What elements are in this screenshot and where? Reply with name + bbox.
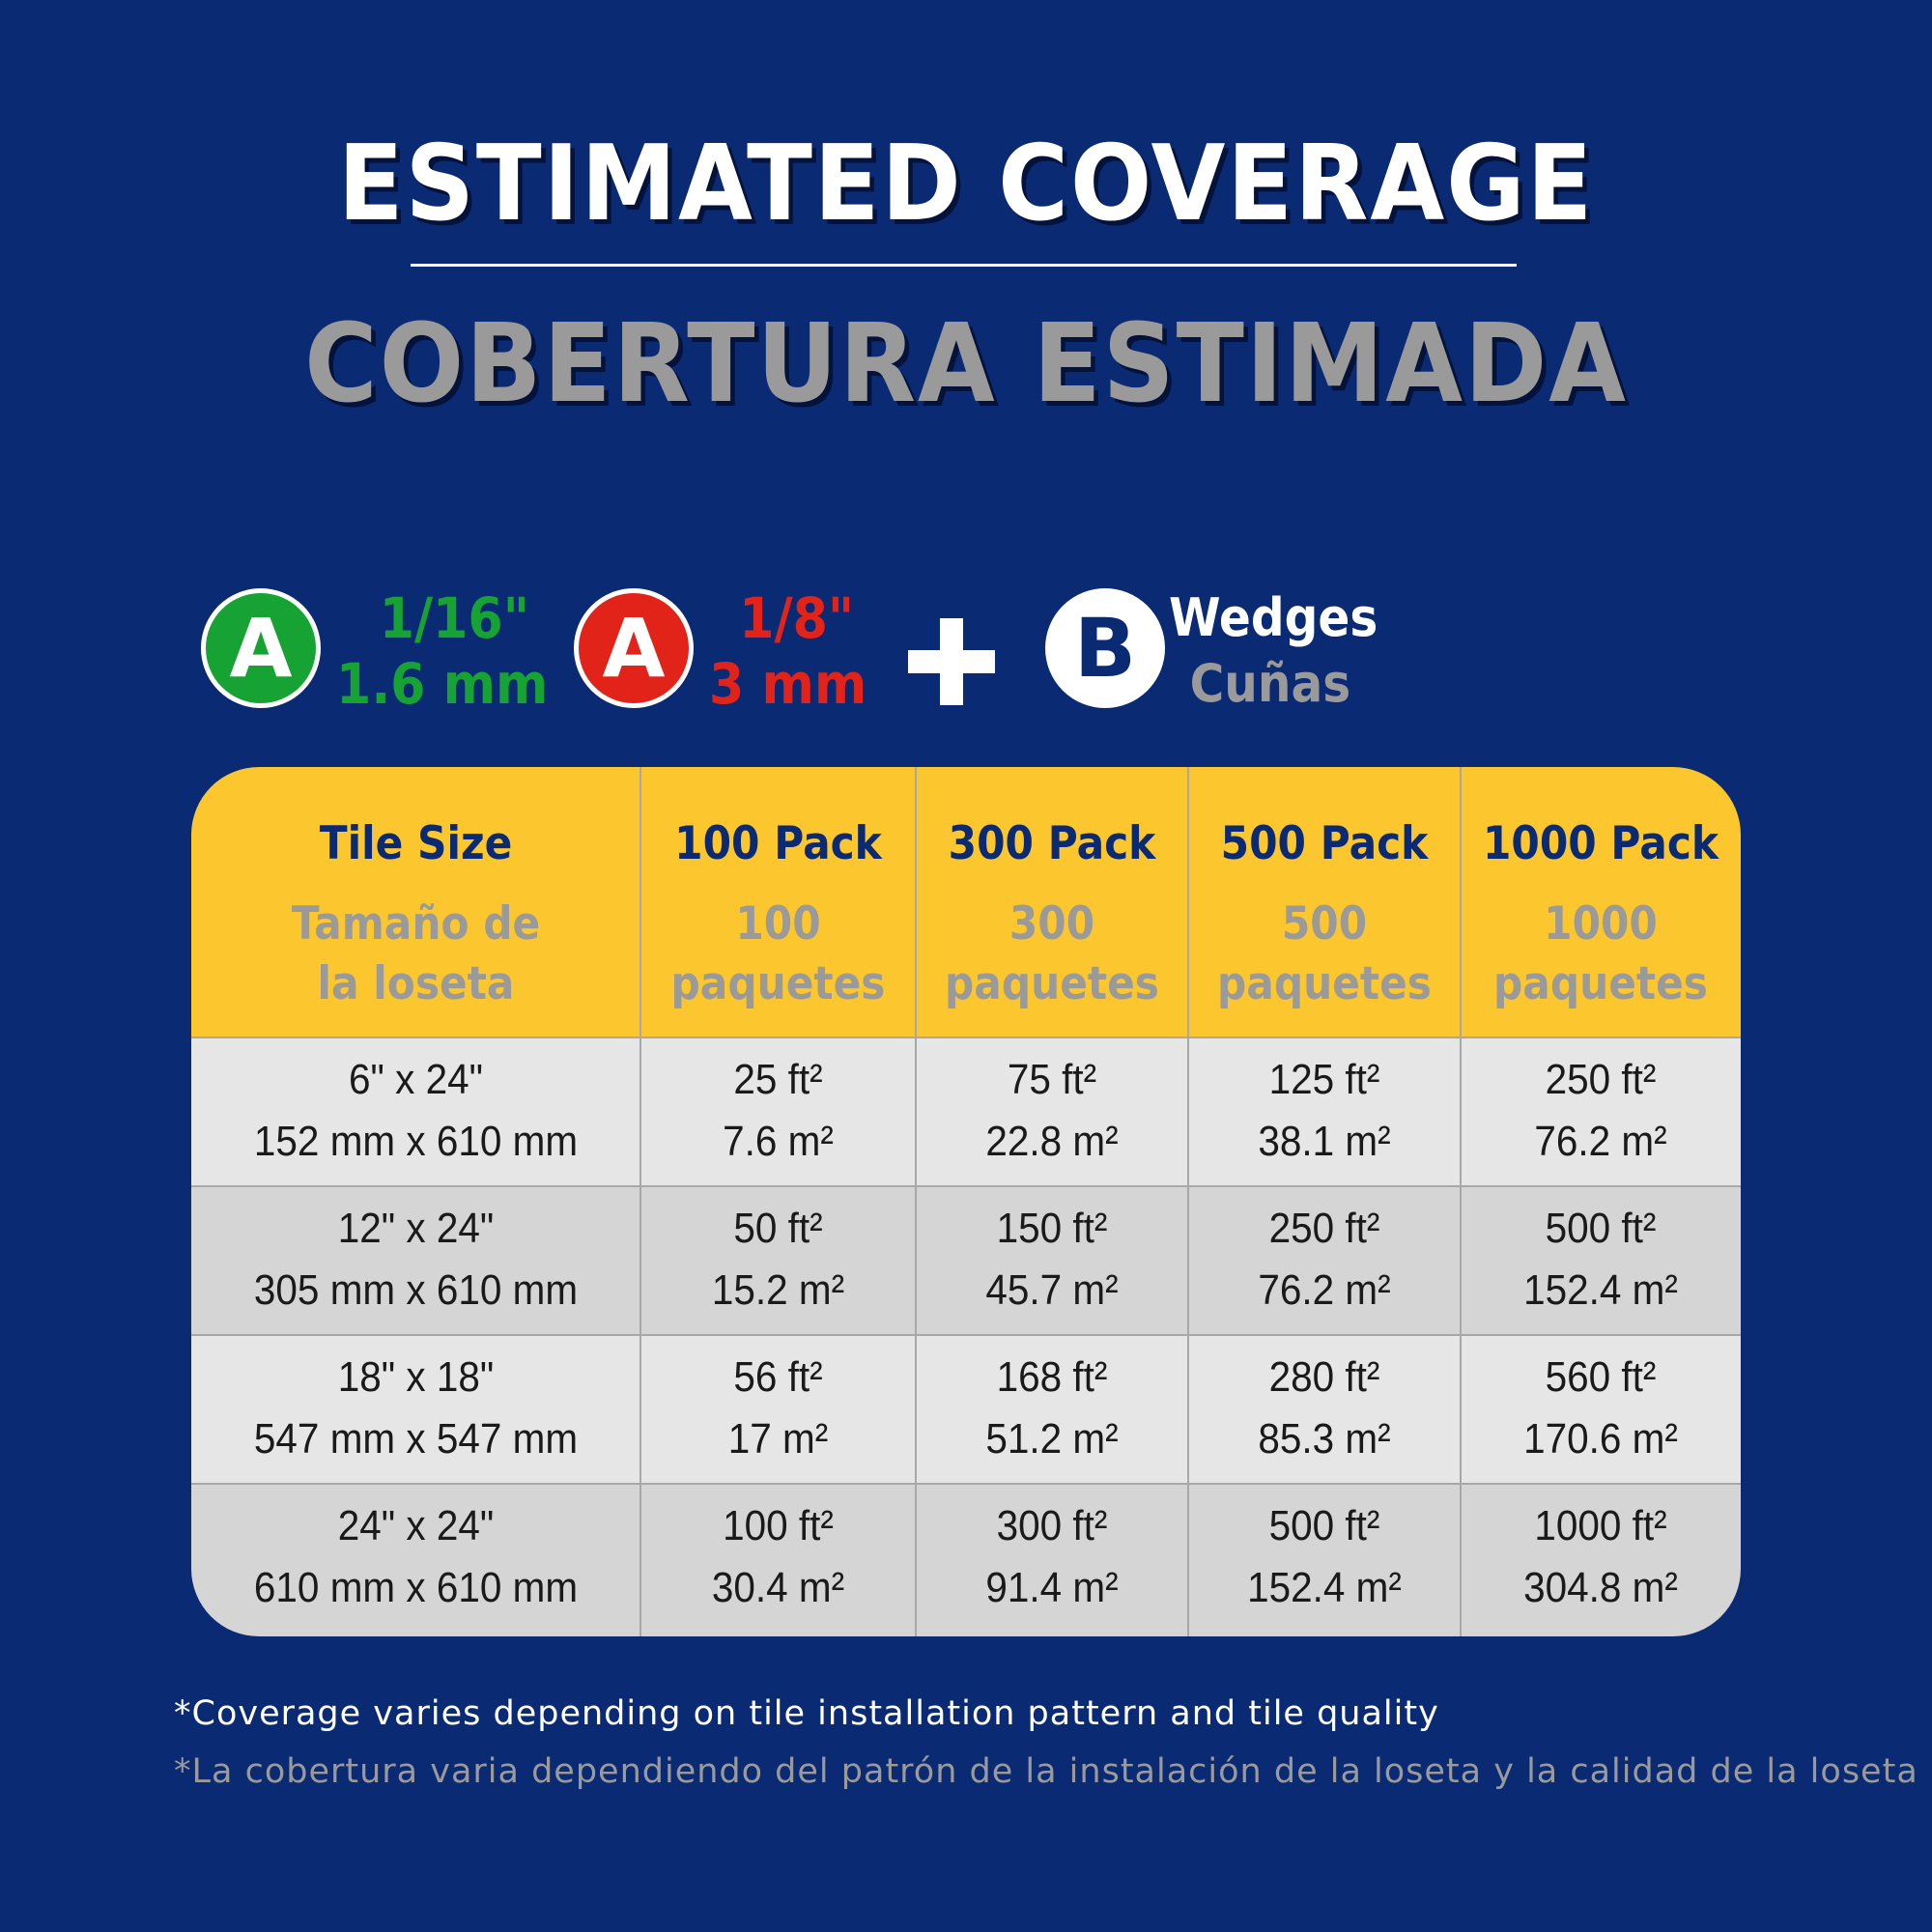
- row-divider: [191, 1185, 1741, 1187]
- wedges-label-english: Wedges: [1169, 587, 1378, 648]
- header-label-es: 100 paquetes: [670, 897, 886, 1010]
- header-label-es: 1000 paquetes: [1492, 897, 1708, 1010]
- table-cell: 56 ft² 17 m²: [727, 1353, 829, 1463]
- table-cell: 18" x 18" 547 mm x 547 mm: [253, 1353, 579, 1463]
- table-cell: 12" x 24" 305 mm x 610 mm: [253, 1205, 579, 1314]
- table-cell: 100 ft² 30.4 m²: [711, 1502, 845, 1611]
- spacer-a-green-badge: A: [201, 588, 321, 708]
- table-header-row: Tile Size Tamaño de la loseta 100 Pack 10…: [191, 767, 1741, 1037]
- header-label-en: 300 Pack: [948, 817, 1156, 870]
- table-cell: 125 ft² 38.1 m²: [1258, 1056, 1391, 1165]
- table-cell: 300 ft² 91.4 m²: [985, 1502, 1119, 1611]
- table-cell: 1000 ft² 304.8 m²: [1523, 1502, 1678, 1611]
- table-row: 12" x 24" 305 mm x 610 mm 50 ft² 15.2 m² 1…: [191, 1186, 1741, 1335]
- header-label-es: 500 paquetes: [1216, 897, 1432, 1010]
- header-label-en: 100 Pack: [674, 817, 882, 870]
- header-label-en: 500 Pack: [1220, 817, 1429, 870]
- spacer-large-inch: 1/8": [739, 585, 855, 651]
- table-cell: 560 ft² 170.6 m²: [1523, 1353, 1678, 1463]
- header-label-en: Tile Size: [319, 817, 513, 870]
- spacer-small-mm: 1.6 mm: [336, 651, 549, 717]
- column-divider: [915, 767, 917, 1636]
- title-spanish: COBERTURA ESTIMADA: [304, 301, 1628, 427]
- table-cell: 168 ft² 51.2 m²: [985, 1353, 1119, 1463]
- table-cell: 500 ft² 152.4 m²: [1523, 1205, 1678, 1314]
- header-300-pack: 300 Pack 300 paquetes: [916, 767, 1188, 1037]
- spacer-small-spec: 1/16" 1.6 mm: [336, 585, 548, 717]
- header-label-es: 300 paquetes: [944, 897, 1159, 1010]
- row-divider: [191, 1483, 1741, 1485]
- table-cell: 25 ft² 7.6 m²: [723, 1056, 834, 1165]
- wedges-b-badge: B: [1045, 588, 1165, 708]
- column-divider: [1460, 767, 1462, 1636]
- header-tile-size: Tile Size Tamaño de la loseta: [191, 767, 640, 1037]
- header-100-pack: 100 Pack 100 paquetes: [640, 767, 916, 1037]
- row-divider: [191, 1334, 1741, 1336]
- table-row: 18" x 18" 547 mm x 547 mm 56 ft² 17 m² 168…: [191, 1335, 1741, 1484]
- header-label-en: 1000 Pack: [1482, 817, 1719, 870]
- title-divider: [411, 264, 1517, 267]
- table-cell: 500 ft² 152.4 m²: [1247, 1502, 1402, 1611]
- plus-icon: [908, 618, 995, 705]
- table-cell: 75 ft² 22.8 m²: [985, 1056, 1119, 1165]
- column-divider: [1187, 767, 1189, 1636]
- footnote-spanish: *La cobertura varia dependiendo del patr…: [174, 1752, 1918, 1791]
- table-cell: 6" x 24" 152 mm x 610 mm: [253, 1056, 579, 1165]
- table-cell: 150 ft² 45.7 m²: [985, 1205, 1119, 1314]
- table-cell: 250 ft² 76.2 m²: [1258, 1205, 1391, 1314]
- table-cell: 250 ft² 76.2 m²: [1534, 1056, 1667, 1165]
- table-cell: 280 ft² 85.3 m²: [1258, 1353, 1391, 1463]
- spacer-a-red-badge: A: [574, 588, 694, 708]
- spacer-large-mm: 3 mm: [709, 651, 867, 717]
- coverage-table: Tile Size Tamaño de la loseta 100 Pack 10…: [191, 767, 1741, 1636]
- spacer-large-spec: 1/8" 3 mm: [709, 585, 867, 717]
- table-row: 24" x 24" 610 mm x 610 mm 100 ft² 30.4 m² …: [191, 1484, 1741, 1636]
- table-cell: 24" x 24" 610 mm x 610 mm: [253, 1502, 579, 1611]
- title-english: ESTIMATED COVERAGE: [337, 124, 1595, 244]
- wedges-label-spanish: Cuñas: [1189, 653, 1351, 714]
- column-divider: [639, 767, 641, 1636]
- table-cell: 50 ft² 15.2 m²: [711, 1205, 845, 1314]
- wedges-label: Wedges Cuñas: [1169, 585, 1378, 717]
- spacer-legend: A 1/16" 1.6 mm A 1/8" 3 mm B Wedges Cuña…: [0, 580, 1932, 724]
- header-500-pack: 500 Pack 500 paquetes: [1188, 767, 1461, 1037]
- header-label-es: Tamaño de la loseta: [291, 897, 541, 1010]
- header-1000-pack: 1000 Pack 1000 paquetes: [1461, 767, 1741, 1037]
- row-divider: [191, 1037, 1741, 1038]
- spacer-small-inch: 1/16": [379, 585, 529, 651]
- table-row: 6" x 24" 152 mm x 610 mm 25 ft² 7.6 m² 75 …: [191, 1037, 1741, 1186]
- footnote-english: *Coverage varies depending on tile insta…: [174, 1694, 1439, 1733]
